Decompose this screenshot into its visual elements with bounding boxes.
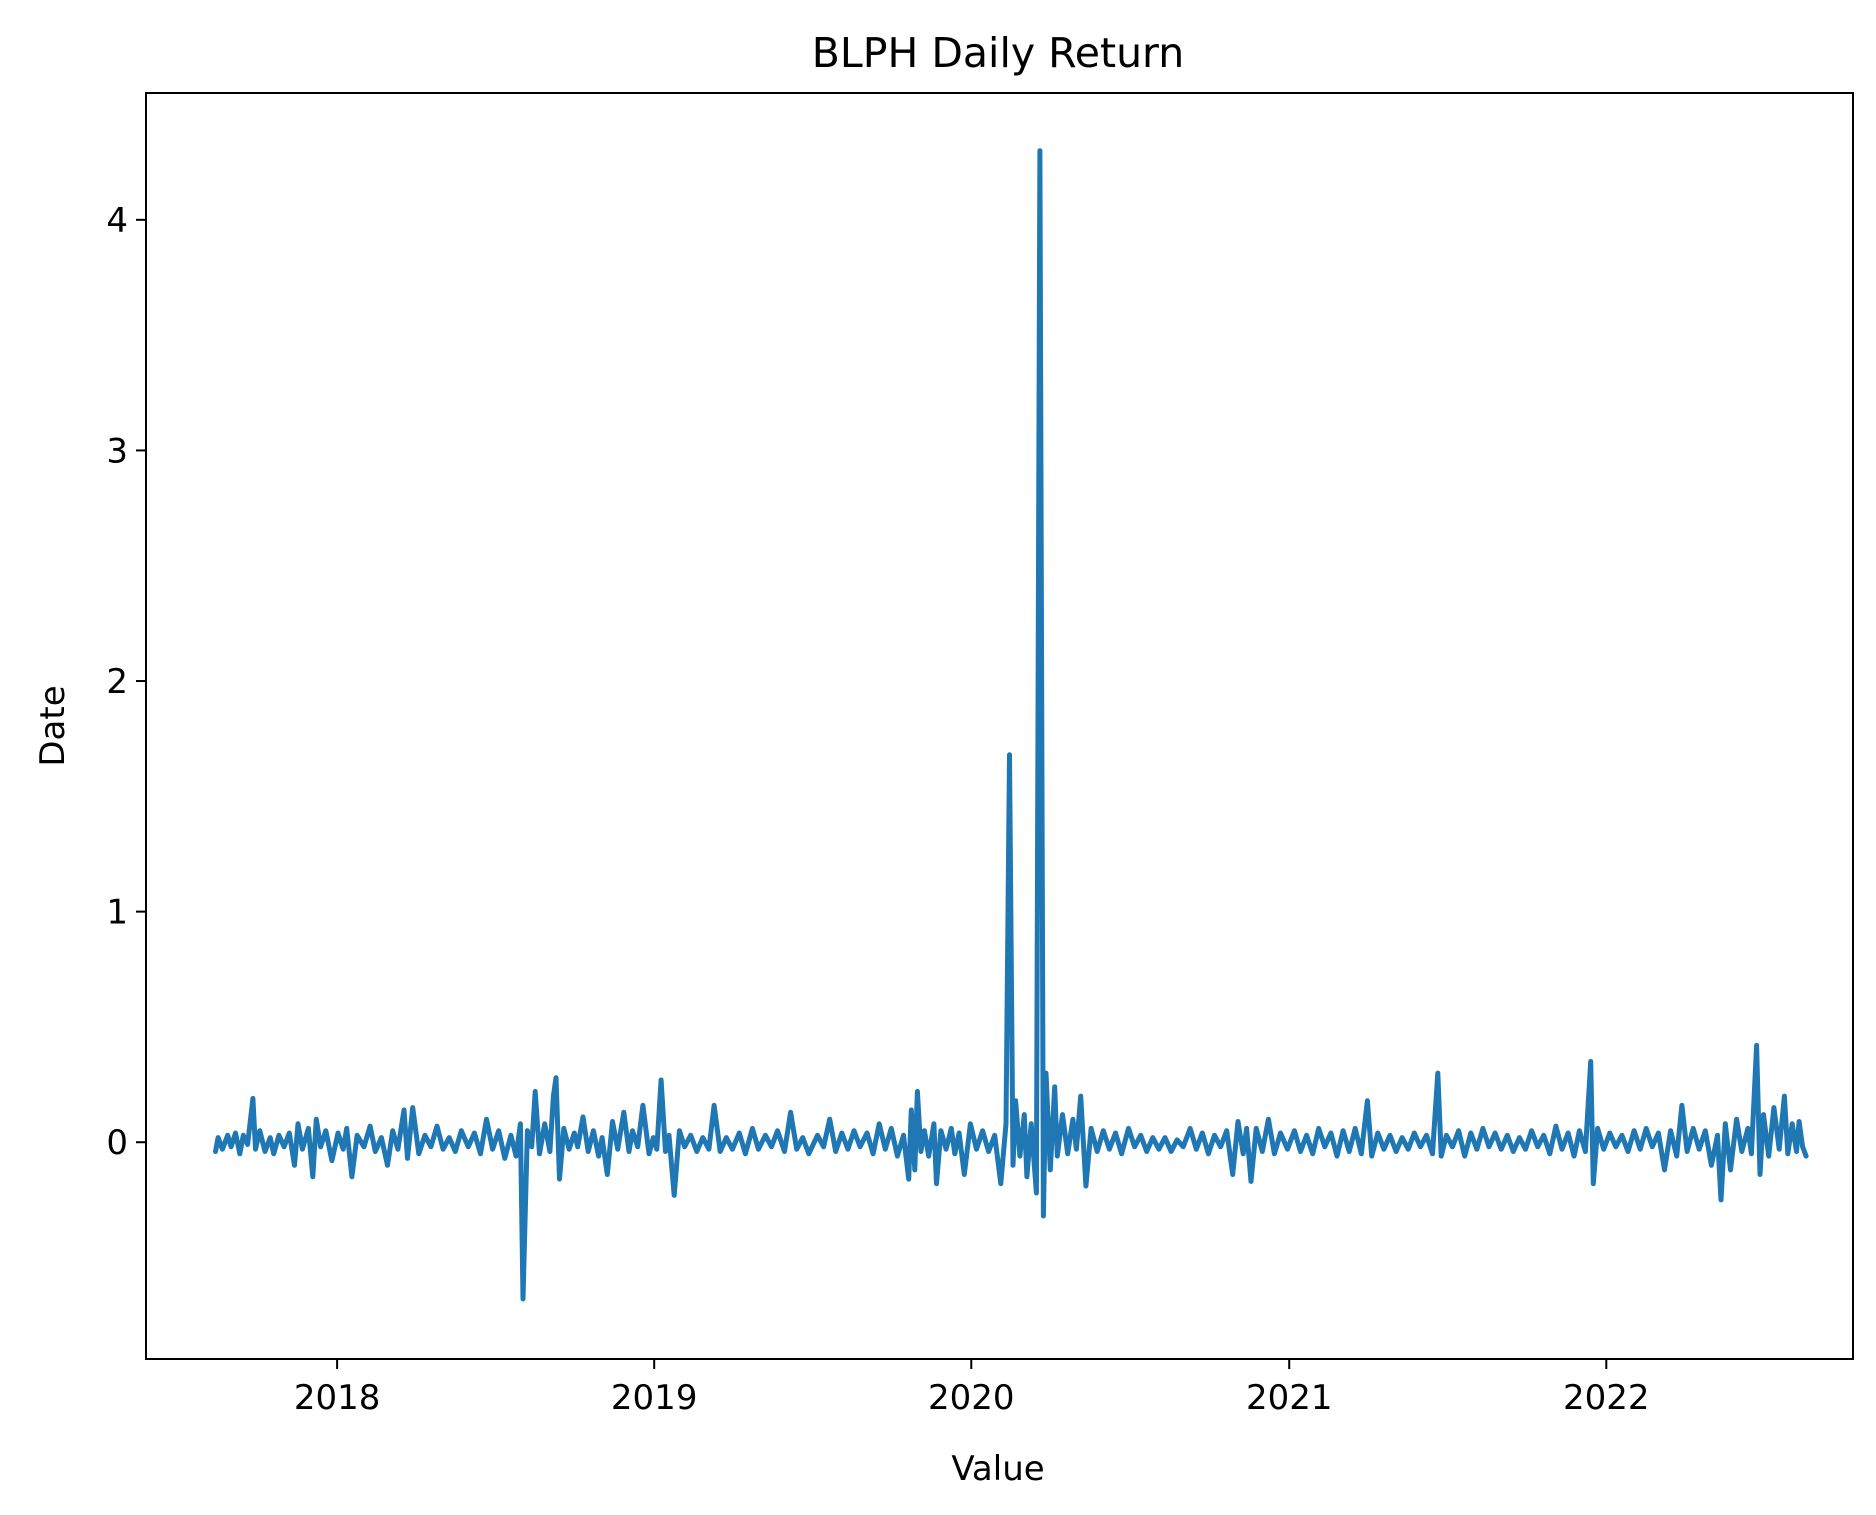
y-axis-ticks: 0 1 2 3 4 — [106, 201, 146, 1163]
axes-frame — [145, 92, 1854, 1360]
x-tick-label: 2020 — [928, 1378, 1015, 1418]
chart-title: BLPH Daily Return — [812, 29, 1184, 77]
x-tick-label: 2021 — [1246, 1378, 1333, 1418]
y-tick-label: 4 — [106, 201, 128, 241]
y-tick-label: 2 — [106, 662, 128, 702]
x-axis-ticks: 2018 2019 2020 2021 2022 — [294, 1359, 1650, 1418]
y-tick-label: 0 — [106, 1123, 128, 1163]
series-line — [213, 148, 1809, 1302]
x-tick-label: 2019 — [611, 1378, 698, 1418]
y-tick-label: 1 — [106, 893, 128, 933]
plot-area — [145, 92, 1854, 1360]
x-axis-label: Value — [951, 1449, 1044, 1489]
y-axis-label: Date — [33, 685, 73, 766]
y-tick-label: 3 — [106, 431, 128, 471]
x-tick-label: 2022 — [1563, 1378, 1650, 1418]
x-tick-label: 2018 — [294, 1378, 381, 1418]
